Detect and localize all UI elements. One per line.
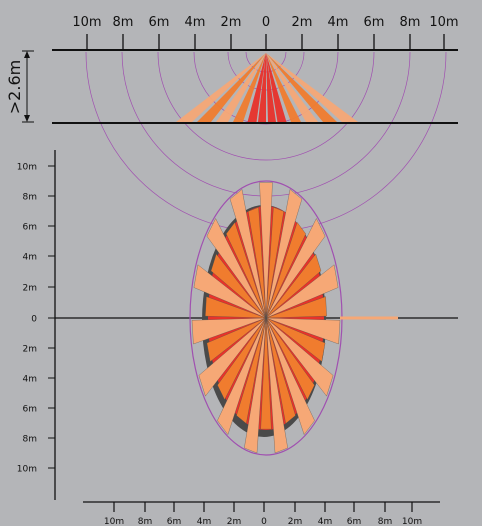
side-scale-label: 4m [185, 15, 206, 30]
bottom-scale-label: 8m [378, 517, 393, 526]
bottom-scale-label: 4m [197, 517, 212, 526]
side-scale-label: 6m [149, 15, 170, 30]
y-axis-label: 2m [23, 284, 38, 294]
bottom-scale-label: 10m [104, 517, 124, 526]
detection-wedge [265, 317, 296, 424]
side-scale-label: 8m [400, 15, 421, 30]
y-axis-label: 6m [23, 223, 38, 233]
detection-wedge [198, 317, 267, 397]
y-axis-label: 10m [17, 163, 37, 173]
detection-wedge [229, 189, 267, 319]
height-arrow-top [24, 51, 30, 58]
detection-wedge [206, 317, 267, 362]
range-arc-4 [157, 51, 375, 161]
side-scale-label: 6m [364, 15, 385, 30]
side-beam-9 [266, 53, 301, 122]
side-scale-label: 10m [429, 15, 458, 30]
bottom-scale-label: 4m [318, 517, 333, 526]
detection-wedge [265, 317, 315, 435]
detection-wedge [193, 264, 267, 319]
detection-wedge [236, 317, 267, 424]
detection-wedge [265, 207, 284, 319]
side-beam-10 [266, 53, 318, 122]
bottom-scale-label: 2m [227, 517, 242, 526]
bottom-scale-label: 6m [347, 517, 362, 526]
detection-wedge [265, 317, 288, 454]
extension-beam [340, 316, 398, 320]
bottom-scale-ticks [113, 502, 413, 512]
y-axis-label: 8m [23, 193, 38, 203]
detection-wedge [265, 253, 322, 319]
detection-wedge [217, 317, 267, 435]
y-axis-label: 10m [17, 465, 37, 475]
detection-wedge [265, 222, 306, 319]
side-scale-labels: 10m 8m 6m 4m 2m 0 2m 4m 6m 8m 10m [72, 15, 458, 30]
side-beam-12 [266, 53, 358, 122]
height-arrow-bottom [24, 115, 30, 122]
side-scale-label: 8m [113, 15, 134, 30]
side-scale-label: 2m [221, 15, 242, 30]
top-view-pattern [189, 180, 343, 456]
side-scale-label: 10m [72, 15, 101, 30]
side-beam-1 [176, 53, 266, 122]
y-axis-label: 8m [23, 435, 38, 445]
detection-wedge [265, 189, 303, 319]
side-beam-11 [266, 53, 337, 122]
detection-wedge [265, 317, 341, 345]
side-beam-7 [266, 53, 276, 122]
detection-wedge [206, 218, 267, 319]
bottom-scale-label: 6m [167, 517, 182, 526]
detection-wedge [265, 317, 326, 362]
bottom-scale-label: 0 [261, 517, 267, 526]
detection-wedge [210, 253, 267, 319]
detection-wedge [265, 317, 334, 397]
detection-wedge [265, 264, 339, 319]
y-axis-label: 2m [23, 345, 38, 355]
detection-wedge [205, 296, 267, 319]
side-view: 10m 8m 6m 4m 2m 0 2m 4m 6m 8m 10m >2.6m [5, 15, 459, 233]
detection-wedge [259, 182, 273, 319]
side-scale-label: 4m [328, 15, 349, 30]
detection-wedge [248, 207, 267, 319]
side-view-beams [176, 53, 358, 122]
y-axis-ticks [48, 165, 55, 469]
detection-wedge [226, 222, 267, 319]
detection-wedge [244, 317, 267, 454]
side-beam-4 [233, 53, 266, 122]
side-beam-8 [266, 53, 287, 122]
detection-wedge [265, 296, 327, 319]
detection-wedge [265, 218, 326, 319]
y-axis-label: 4m [23, 375, 38, 385]
side-scale-label: 0 [262, 15, 270, 30]
detection-wedge [217, 317, 267, 400]
side-scale-ticks [86, 34, 445, 50]
detection-wedge [265, 317, 315, 400]
height-label: >2.6m [5, 60, 24, 114]
detection-wedge [260, 317, 272, 430]
bottom-scale-labels: 10m 8m 6m 4m 2m 0 2m 4m 6m 8m 10m [104, 517, 422, 526]
side-beam-5 [247, 53, 266, 122]
bottom-scale-label: 10m [402, 517, 422, 526]
detection-wedge [191, 317, 267, 345]
top-view: 10m 8m 6m 4m 2m 0 2m 4m 6m 8m 10m 10m 8m 6m 4m 2m 0 2m 4m… [17, 150, 458, 526]
y-axis-label: 6m [23, 405, 38, 415]
side-beam-3 [216, 53, 266, 122]
bottom-scale-label: 8m [138, 517, 153, 526]
side-beam-6 [258, 53, 266, 122]
y-axis-label: 0 [31, 315, 37, 325]
side-beam-2 [197, 53, 266, 122]
bottom-scale-label: 2m [288, 517, 303, 526]
height-dimension: >2.6m [5, 50, 34, 123]
y-axis-labels: 10m 8m 6m 4m 2m 0 2m 4m 6m 8m 10m [17, 163, 38, 475]
side-scale-label: 2m [292, 15, 313, 30]
y-axis-label: 4m [23, 253, 38, 263]
